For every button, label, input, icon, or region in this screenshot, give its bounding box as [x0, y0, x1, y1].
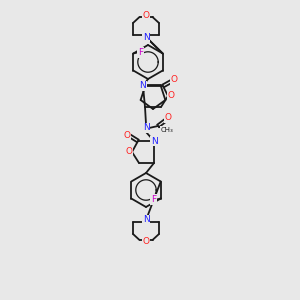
- Text: O: O: [167, 92, 175, 100]
- Text: CH₃: CH₃: [160, 127, 173, 133]
- Text: N: N: [142, 124, 149, 133]
- Text: O: O: [124, 130, 130, 140]
- Text: O: O: [164, 113, 172, 122]
- Text: N: N: [151, 136, 158, 146]
- Text: O: O: [142, 236, 149, 245]
- Text: N: N: [142, 32, 149, 41]
- Text: O: O: [142, 11, 149, 20]
- Text: F: F: [138, 48, 143, 57]
- Text: N: N: [142, 215, 149, 224]
- Text: N: N: [140, 82, 146, 91]
- Text: O: O: [125, 148, 133, 157]
- Text: O: O: [170, 76, 178, 85]
- Text: F: F: [151, 195, 156, 204]
